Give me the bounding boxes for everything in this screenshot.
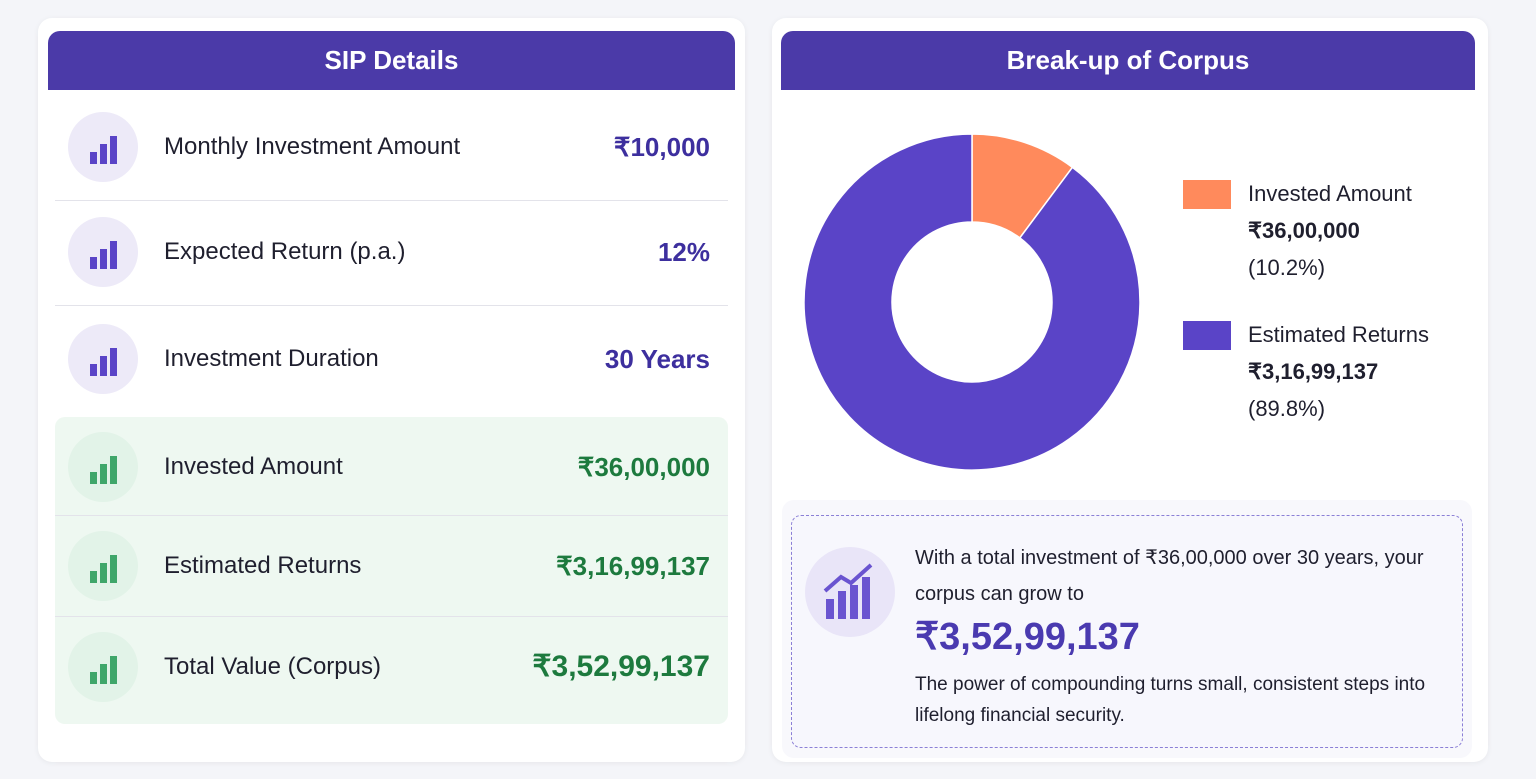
row-label: Monthly Investment Amount bbox=[164, 133, 461, 160]
icon-glyph bbox=[90, 456, 117, 484]
row-icon bbox=[68, 324, 138, 394]
row-label: Expected Return (p.a.) bbox=[164, 238, 406, 265]
detail-row: Investment Duration 30 Years bbox=[55, 319, 728, 399]
legend-percent: (10.2%) bbox=[1248, 255, 1326, 280]
glyph-bar bbox=[110, 241, 117, 269]
row-icon bbox=[68, 112, 138, 182]
row-label: Total Value (Corpus) bbox=[164, 653, 381, 680]
sip-header: SIP Details bbox=[48, 31, 735, 90]
glyph-bar bbox=[90, 364, 97, 376]
glyph-bar bbox=[100, 563, 107, 583]
detail-row: Total Value (Corpus) ₹3,52,99,137 bbox=[55, 627, 728, 707]
glyph-bar bbox=[90, 257, 97, 269]
legend-swatch bbox=[1183, 321, 1231, 350]
row-label: Invested Amount bbox=[164, 453, 343, 480]
donut-chart bbox=[803, 133, 1141, 471]
glyph-bar bbox=[100, 249, 107, 269]
row-value: ₹3,16,99,137 bbox=[556, 551, 710, 581]
detail-row: Estimated Returns ₹3,16,99,137 bbox=[55, 526, 728, 606]
summary-box bbox=[791, 515, 1463, 748]
legend-amount: ₹36,00,000 bbox=[1248, 218, 1360, 243]
glyph-bar bbox=[110, 456, 117, 484]
summary-corpus: ₹3,52,99,137 bbox=[915, 616, 1140, 658]
glyph-bar bbox=[90, 472, 97, 484]
glyph-bar bbox=[110, 348, 117, 376]
glyph-bar bbox=[110, 656, 117, 684]
glyph-bar bbox=[90, 571, 97, 583]
row-divider bbox=[55, 616, 728, 617]
row-value: 12% bbox=[657, 237, 710, 267]
glyph-bar bbox=[100, 664, 107, 684]
summary-intro: With a total investment of ₹36,00,000 ov… bbox=[915, 547, 1424, 605]
legend-label: Estimated Returns bbox=[1248, 322, 1429, 347]
glyph-bar bbox=[110, 555, 117, 583]
legend-amount: ₹3,16,99,137 bbox=[1248, 359, 1379, 384]
glyph-bar bbox=[110, 136, 117, 164]
row-label: Estimated Returns bbox=[164, 552, 362, 579]
row-label: Investment Duration bbox=[164, 345, 379, 372]
icon-glyph bbox=[90, 656, 117, 684]
icon-glyph bbox=[90, 136, 117, 164]
detail-row: Invested Amount ₹36,00,000 bbox=[55, 427, 728, 507]
detail-row: Monthly Investment Amount ₹10,000 bbox=[55, 107, 728, 187]
detail-row: Expected Return (p.a.) 12% bbox=[55, 212, 728, 292]
glyph-bar bbox=[90, 152, 97, 164]
glyph-bar bbox=[90, 672, 97, 684]
results-panel bbox=[55, 417, 728, 724]
row-value: ₹10,000 bbox=[613, 132, 710, 162]
legend-swatch bbox=[1183, 180, 1231, 209]
row-value: ₹3,52,99,137 bbox=[532, 650, 710, 683]
row-value: 30 Years bbox=[604, 344, 710, 374]
row-divider bbox=[55, 515, 728, 516]
row-divider bbox=[55, 305, 728, 306]
legend-label: Invested Amount bbox=[1248, 181, 1412, 206]
icon-glyph bbox=[90, 348, 117, 376]
row-icon bbox=[68, 632, 138, 702]
glyph-bar bbox=[100, 144, 107, 164]
glyph-bar bbox=[100, 464, 107, 484]
corpus-header: Break-up of Corpus bbox=[781, 31, 1475, 90]
row-icon bbox=[68, 217, 138, 287]
row-icon bbox=[68, 531, 138, 601]
summary-note: The power of compounding turns small, co… bbox=[915, 674, 1426, 726]
icon-glyph bbox=[90, 241, 117, 269]
summary-icon bbox=[805, 547, 895, 637]
pie-slice bbox=[803, 133, 1141, 471]
legend-percent: (89.8%) bbox=[1248, 396, 1326, 421]
row-icon bbox=[68, 432, 138, 502]
row-value: ₹36,00,000 bbox=[577, 452, 710, 482]
glyph-bar bbox=[100, 356, 107, 376]
row-divider bbox=[55, 200, 728, 201]
icon-glyph bbox=[90, 555, 117, 583]
